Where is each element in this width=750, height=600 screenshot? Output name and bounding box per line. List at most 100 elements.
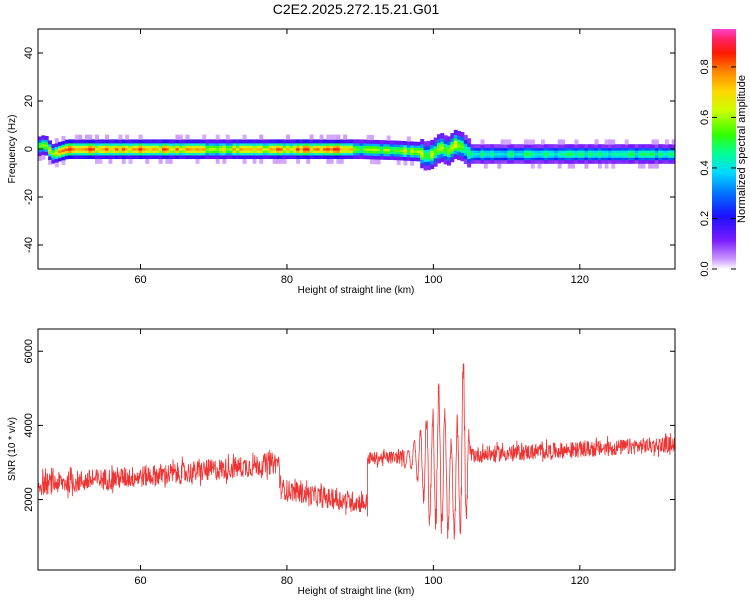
heatmap-cell (453, 140, 458, 144)
heatmap-cell (115, 143, 120, 146)
y-tick-label: 40 (23, 47, 35, 59)
heatmap-cell (628, 150, 633, 153)
heatmap-cell (322, 155, 327, 159)
heatmap-cell (299, 139, 304, 144)
heatmap-cell (631, 155, 636, 158)
heatmap-cell (232, 139, 237, 144)
heatmap-cell (460, 132, 465, 138)
heatmap-cell (192, 145, 197, 149)
y-tick-label: 6000 (23, 339, 35, 363)
heatmap-cell (91, 152, 96, 156)
heatmap-cell (138, 134, 143, 140)
heatmap-cell (403, 141, 408, 146)
heatmap-cell (252, 145, 257, 149)
heatmap-cell (168, 155, 173, 159)
heatmap-cell (470, 155, 475, 158)
heatmap-cell (135, 155, 140, 159)
heatmap-cell (654, 150, 659, 153)
heatmap-cell (48, 159, 53, 165)
heatmap-cell (567, 163, 572, 169)
heatmap-cell (577, 155, 582, 158)
heatmap-cell (453, 145, 458, 149)
heatmap-cell (168, 158, 173, 164)
heatmap-cell (433, 155, 438, 159)
heatmap-cell (664, 147, 669, 151)
heatmap-cell (165, 152, 170, 156)
heatmap-cell (245, 139, 250, 144)
heatmap-cell (601, 144, 606, 149)
heatmap-cell (222, 143, 227, 146)
heatmap-cell (269, 147, 274, 151)
heatmap-cell (202, 155, 207, 159)
heatmap-cell (326, 145, 331, 149)
heatmap-cell (195, 143, 200, 146)
heatmap-cell (436, 142, 441, 146)
heatmap-cell (175, 155, 180, 159)
heatmap-cell (504, 147, 508, 151)
heatmap-cell (359, 155, 364, 160)
heatmap-cell (366, 134, 371, 141)
heatmap-cell (574, 152, 579, 156)
heatmap-cell (457, 154, 462, 161)
heatmap-cell (48, 155, 53, 160)
heatmap-cell (125, 139, 130, 144)
heatmap-cell (574, 157, 579, 161)
heatmap-cell (329, 147, 334, 151)
heatmap-cell (41, 135, 46, 140)
heatmap-cell (597, 163, 602, 169)
heatmap-cell (172, 152, 177, 156)
heatmap-cell (618, 144, 622, 149)
heatmap-cell (155, 147, 160, 151)
heatmap-cell (540, 157, 545, 161)
heatmap-cell (272, 145, 277, 149)
heatmap-cell (316, 152, 321, 156)
heatmap-cell (601, 152, 606, 156)
heatmap-cell (436, 147, 441, 151)
heatmap-cell (138, 152, 143, 156)
heatmap-cell (379, 153, 384, 157)
heatmap-cell (504, 157, 508, 161)
heatmap-cell (440, 141, 445, 145)
heatmap-cell (222, 155, 227, 159)
heatmap-cell (242, 134, 247, 140)
heatmap-cell (222, 152, 227, 156)
heatmap-cell (524, 150, 529, 153)
heatmap-cell (440, 148, 445, 152)
heatmap-cell (259, 139, 264, 144)
heatmap-cell (343, 147, 348, 151)
heatmap-cell (447, 160, 451, 166)
heatmap-cell (638, 147, 643, 151)
heatmap-cell (84, 143, 89, 146)
y-tick-label: 0 (23, 146, 35, 152)
heatmap-cell (447, 147, 451, 150)
heatmap-cell (88, 152, 93, 156)
heatmap-cell (353, 152, 358, 156)
heatmap-cell (567, 144, 572, 149)
heatmap-cell (497, 144, 502, 149)
heatmap-cell (185, 155, 190, 159)
heatmap-cell (78, 145, 83, 149)
heatmap-cell (621, 159, 626, 164)
heatmap-cell (356, 150, 361, 153)
heatmap-cell (101, 143, 106, 146)
heatmap-cell (249, 147, 254, 151)
heatmap-cell (255, 145, 260, 149)
heatmap-cell (658, 155, 663, 158)
heatmap-cell (440, 153, 445, 158)
heatmap-cell (440, 151, 445, 154)
heatmap-cell (44, 146, 49, 150)
heatmap-cell (118, 152, 123, 156)
y-tick-label: 2000 (23, 487, 35, 511)
heatmap-cell (480, 144, 485, 149)
snr-x-ticks: 60 80 100 120 (134, 329, 589, 587)
heatmap-cell (470, 144, 475, 149)
heatmap-cell (604, 152, 609, 156)
heatmap-cell (524, 157, 529, 161)
heatmap-cell (460, 142, 465, 146)
heatmap-cell (71, 147, 76, 151)
heatmap-cell (473, 159, 478, 164)
heatmap-cell (561, 150, 565, 153)
heatmap-cell (537, 155, 542, 158)
heatmap-cell (577, 159, 582, 164)
heatmap-cell (185, 150, 190, 153)
